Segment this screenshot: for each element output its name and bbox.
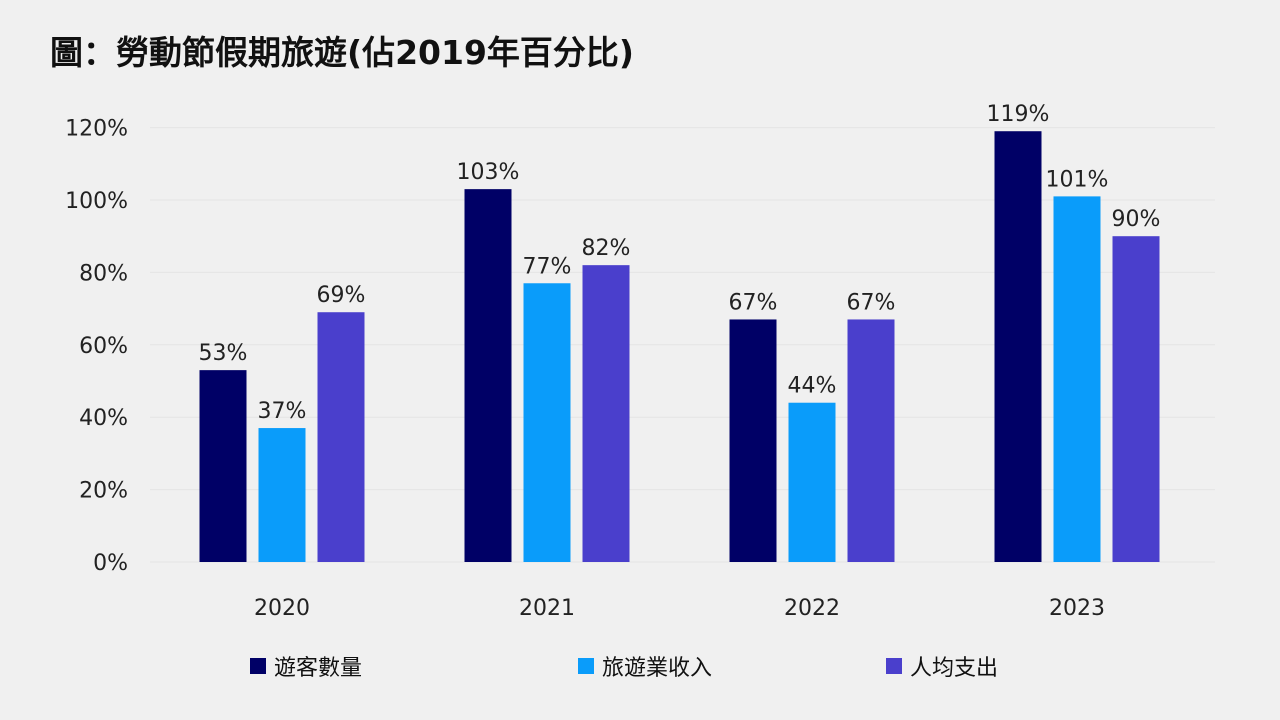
data-label: 44% — [788, 374, 837, 399]
legend-swatch-tourism-revenue — [578, 658, 594, 674]
bar — [994, 131, 1042, 562]
x-tick-label: 2020 — [254, 596, 310, 621]
y-tick-label: 0% — [93, 551, 128, 576]
legend-label-visitors: 遊客數量 — [274, 656, 363, 681]
bar — [847, 319, 895, 562]
legend-item-tourism-revenue: 旅遊業收入 — [578, 650, 712, 682]
chart-legend: 遊客數量 旅遊業收入 人均支出 — [0, 650, 1280, 686]
data-label: 82% — [582, 236, 631, 261]
bar — [199, 370, 247, 562]
data-label: 53% — [199, 341, 248, 366]
data-label: 90% — [1112, 207, 1161, 232]
y-tick-label: 40% — [79, 406, 128, 431]
data-label: 101% — [1046, 167, 1109, 192]
y-tick-label: 20% — [79, 479, 128, 504]
bar — [1112, 236, 1160, 562]
data-label: 67% — [847, 290, 896, 315]
y-tick-label: 100% — [65, 189, 128, 214]
bar — [582, 265, 630, 562]
y-tick-label: 120% — [65, 117, 128, 142]
legend-item-per-capita-spending: 人均支出 — [886, 650, 998, 682]
data-label: 37% — [258, 399, 307, 424]
y-tick-label: 60% — [79, 334, 128, 359]
bar — [317, 312, 365, 562]
bar — [788, 402, 836, 562]
x-tick-label: 2022 — [784, 596, 840, 621]
bar — [523, 283, 571, 562]
bar — [1053, 196, 1101, 562]
data-label: 69% — [317, 283, 366, 308]
legend-swatch-visitors — [250, 658, 266, 674]
bar — [464, 189, 512, 562]
legend-label-per-capita-spending: 人均支出 — [910, 656, 999, 681]
data-label: 77% — [523, 254, 572, 279]
legend-item-visitors: 遊客數量 — [250, 650, 362, 682]
chart-title: 圖：勞動節假期旅遊(佔2019年百分比) — [50, 33, 635, 72]
bar — [729, 319, 777, 562]
bar — [258, 428, 306, 562]
legend-swatch-per-capita-spending — [886, 658, 902, 674]
y-tick-label: 80% — [79, 261, 128, 286]
data-label: 119% — [987, 102, 1050, 127]
x-tick-label: 2023 — [1049, 596, 1105, 621]
legend-label-tourism-revenue: 旅遊業收入 — [602, 656, 713, 681]
data-label: 67% — [729, 290, 778, 315]
data-label: 103% — [457, 160, 520, 185]
x-tick-label: 2021 — [519, 596, 575, 621]
